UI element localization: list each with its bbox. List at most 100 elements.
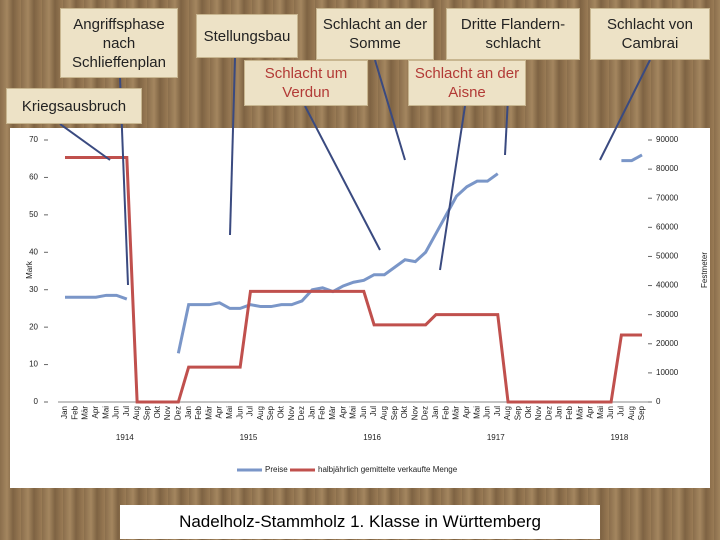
x-tick-label: Feb	[565, 405, 574, 419]
y2-tick-label: 0	[656, 397, 661, 406]
x-tick-label: Apr	[462, 406, 471, 419]
x-tick-label: Mär	[575, 406, 584, 420]
annotation: Schlacht um Verdun	[244, 60, 368, 106]
callout-connector	[59, 123, 111, 161]
x-tick-label: Apr	[91, 406, 100, 419]
y-tick-label: 70	[29, 135, 38, 144]
x-tick-label: Sep	[143, 405, 152, 420]
y-tick-label: 30	[29, 285, 38, 294]
year-label: 1915	[240, 433, 258, 442]
x-tick-label: Aug	[627, 406, 636, 420]
x-tick-label: Mär	[81, 406, 90, 420]
y-tick-label: 20	[29, 322, 38, 331]
x-tick-label: Mai	[101, 406, 110, 419]
x-tick-label: Apr	[586, 406, 595, 419]
x-tick-label: Jul	[369, 406, 378, 416]
y2-tick-label: 90000	[656, 135, 679, 144]
year-label: 1916	[363, 433, 381, 442]
x-tick-label: Nov	[163, 406, 172, 420]
y2-tick-label: 60000	[656, 222, 679, 231]
x-tick-label: Dez	[544, 406, 553, 420]
y2-tick-label: 10000	[656, 368, 679, 377]
x-tick-label: Feb	[194, 405, 203, 419]
x-tick-label: Sep	[390, 405, 399, 420]
x-tick-label: Aug	[503, 406, 512, 420]
x-tick-label: Jul	[122, 406, 131, 416]
x-tick-label: Jun	[606, 406, 615, 419]
annotation: Schlacht an der Somme	[316, 8, 434, 60]
year-label: 1917	[487, 433, 505, 442]
y-tick-label: 40	[29, 247, 38, 256]
annotation: Schlacht von Cambrai	[590, 8, 710, 60]
x-tick-label: Apr	[338, 406, 347, 419]
annotation: Stellungsbau	[196, 14, 298, 58]
x-tick-label: Jan	[555, 406, 564, 419]
x-tick-label: Dez	[173, 406, 182, 420]
x-tick-label: Sep	[637, 405, 646, 420]
x-tick-label: Mär	[452, 406, 461, 420]
x-tick-label: Mai	[472, 406, 481, 419]
chart-title: Nadelholz-Stammholz 1. Klasse in Württem…	[120, 505, 600, 539]
y2-tick-label: 50000	[656, 252, 679, 261]
x-tick-label: Sep	[513, 405, 522, 420]
x-tick-label: Apr	[215, 406, 224, 419]
y-tick-label: 60	[29, 173, 38, 182]
x-tick-label: Jun	[359, 406, 368, 419]
x-tick-label: Aug	[256, 406, 265, 420]
y-tick-label: 50	[29, 210, 38, 219]
legend-label: halbjährlich gemittelte verkaufte Menge	[318, 465, 458, 474]
x-tick-label: Aug	[132, 406, 141, 420]
x-tick-label: Mär	[328, 406, 337, 420]
x-tick-label: Mai	[596, 406, 605, 419]
x-tick-label: Jan	[184, 406, 193, 419]
x-tick-label: Dez	[421, 406, 430, 420]
annotation: Angriffsphase nach Schlieffenplan	[60, 8, 178, 78]
x-tick-label: Okt	[524, 405, 533, 418]
x-tick-label: Jun	[483, 406, 492, 419]
x-tick-label: Mai	[349, 406, 358, 419]
y2-tick-label: 30000	[656, 310, 679, 319]
annotation: Schlacht an der Aisne	[408, 60, 526, 106]
year-label: 1918	[610, 433, 628, 442]
y-tick-label: 0	[34, 397, 39, 406]
x-tick-label: Sep	[266, 405, 275, 420]
year-label: 1914	[116, 433, 134, 442]
x-tick-label: Okt	[400, 405, 409, 418]
x-tick-label: Nov	[534, 406, 543, 420]
y-tick-label: 10	[29, 360, 38, 369]
annotation: Kriegsausbruch	[6, 88, 142, 124]
x-tick-label: Nov	[410, 406, 419, 420]
x-tick-label: Jul	[617, 406, 626, 416]
x-tick-label: Jun	[112, 406, 121, 419]
x-tick-label: Jun	[235, 406, 244, 419]
series-line	[65, 153, 643, 354]
x-tick-label: Jan	[60, 406, 69, 419]
y2-tick-label: 20000	[656, 339, 679, 348]
callout-connector	[229, 57, 236, 236]
callout-connector	[374, 59, 406, 161]
x-tick-label: Feb	[318, 405, 327, 419]
x-tick-label: Dez	[297, 406, 306, 420]
x-tick-label: Aug	[380, 406, 389, 420]
series-line	[65, 155, 642, 404]
legend-label: Preise	[265, 465, 288, 474]
y-axis-label: Mark	[25, 260, 34, 279]
x-tick-label: Jul	[246, 406, 255, 416]
x-tick-label: Okt	[153, 405, 162, 418]
x-tick-label: Jan	[307, 406, 316, 419]
callout-connector	[304, 105, 381, 251]
y2-tick-label: 80000	[656, 164, 679, 173]
x-tick-label: Mär	[204, 406, 213, 420]
callout-connector	[439, 105, 466, 271]
x-tick-label: Feb	[70, 405, 79, 419]
x-tick-label: Feb	[441, 405, 450, 419]
x-tick-label: Mai	[225, 406, 234, 419]
x-tick-label: Okt	[276, 405, 285, 418]
y2-tick-label: 40000	[656, 281, 679, 290]
y2-axis-label: Festmeter	[700, 252, 709, 288]
x-tick-label: Nov	[287, 406, 296, 420]
x-tick-label: Jul	[493, 406, 502, 416]
callout-connector	[599, 59, 651, 161]
